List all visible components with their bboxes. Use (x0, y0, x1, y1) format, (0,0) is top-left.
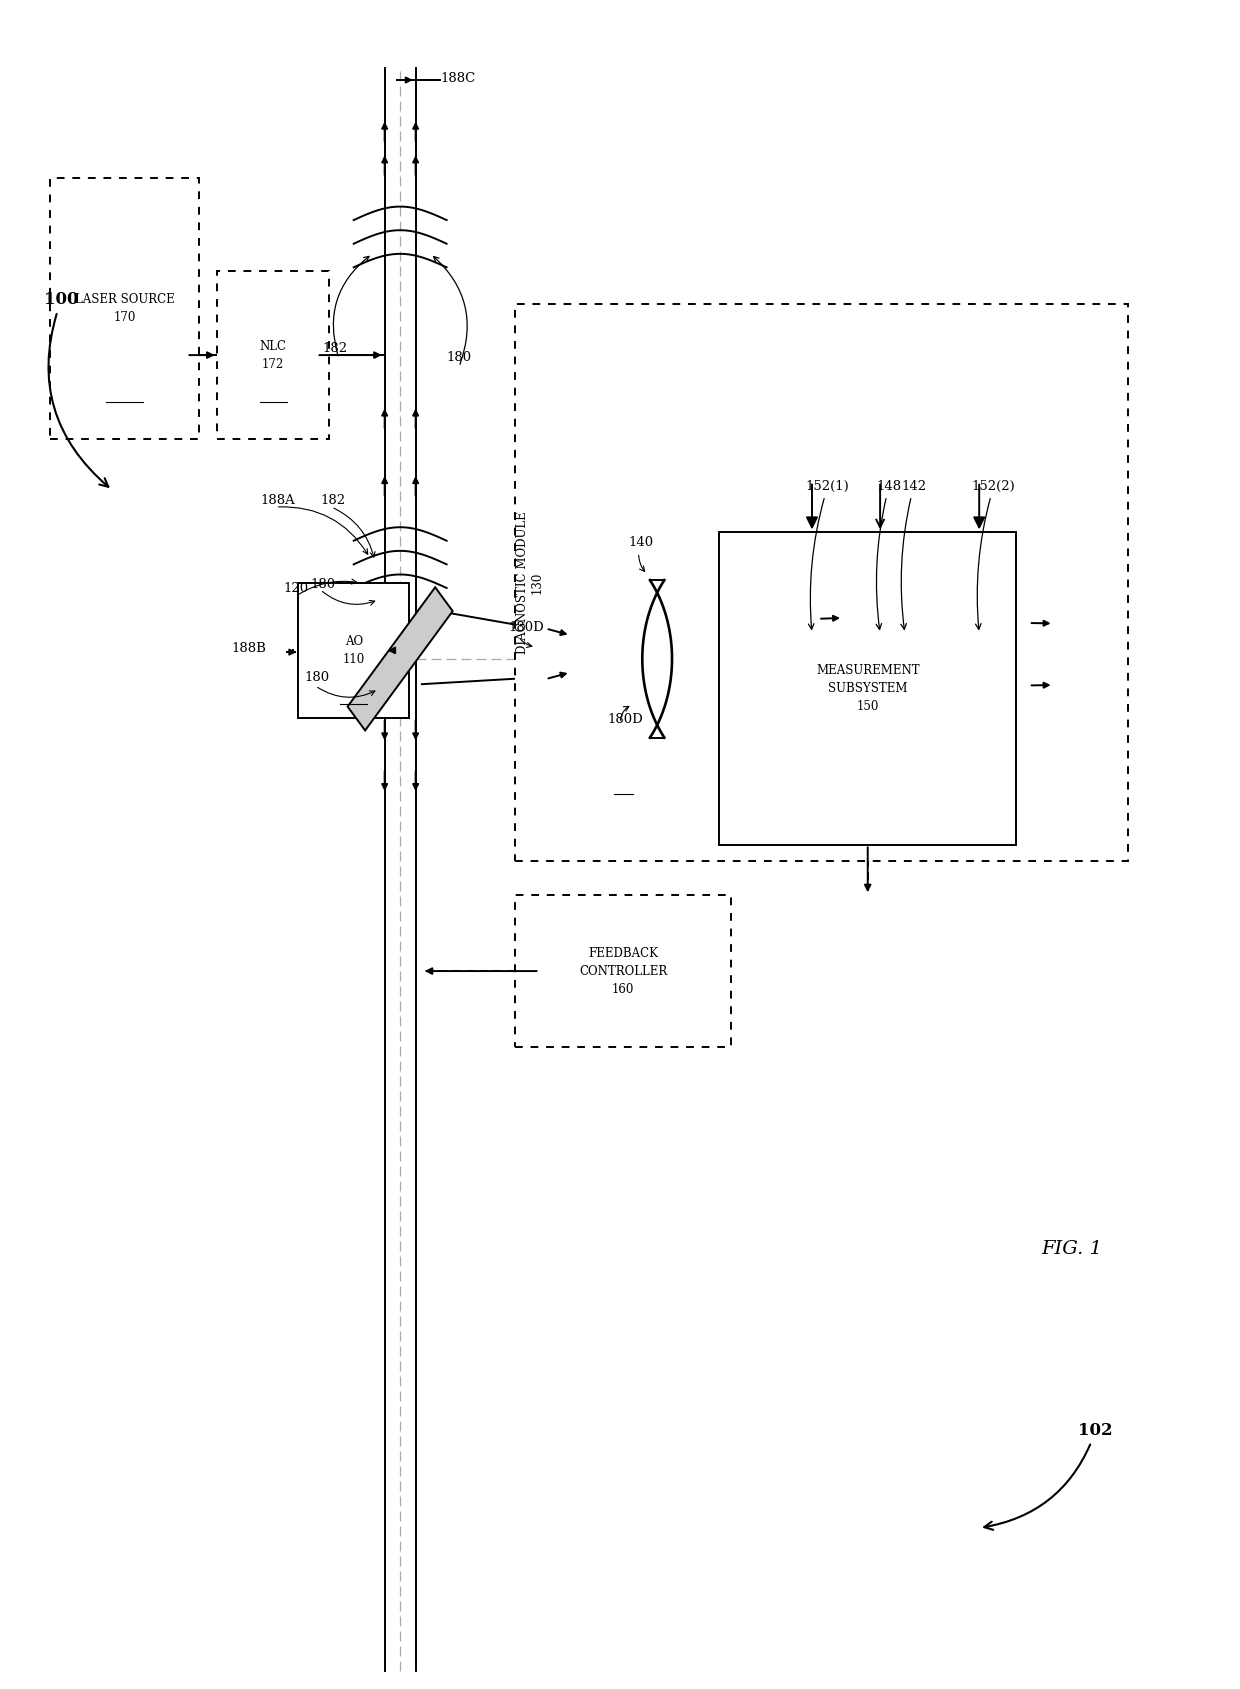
Text: LASER SOURCE
170: LASER SOURCE 170 (74, 294, 175, 324)
Text: 148: 148 (877, 480, 901, 630)
Text: 180D: 180D (608, 713, 644, 726)
FancyBboxPatch shape (217, 270, 329, 439)
Text: DIAGNOSTIC MODULE
130: DIAGNOSTIC MODULE 130 (516, 512, 543, 654)
Text: 182: 182 (320, 493, 346, 507)
Text: 188B: 188B (231, 642, 265, 655)
FancyBboxPatch shape (51, 177, 198, 439)
FancyBboxPatch shape (719, 532, 1017, 844)
Text: 152(1): 152(1) (806, 480, 849, 630)
Polygon shape (347, 588, 453, 730)
Text: 142: 142 (900, 480, 926, 630)
Text: 180D: 180D (508, 620, 544, 633)
Text: 188A: 188A (260, 493, 295, 507)
Text: 152(2): 152(2) (972, 480, 1016, 630)
Text: 140: 140 (629, 535, 653, 549)
Text: FIG. 1: FIG. 1 (1042, 1240, 1102, 1258)
Text: AO
110: AO 110 (342, 635, 365, 665)
Text: 102: 102 (985, 1422, 1114, 1530)
FancyBboxPatch shape (298, 583, 409, 718)
Text: 100: 100 (45, 292, 108, 486)
Text: FEEDBACK
CONTROLLER
160: FEEDBACK CONTROLLER 160 (579, 946, 667, 995)
Text: 188C: 188C (440, 73, 476, 84)
Text: 180: 180 (446, 351, 471, 363)
Text: 120: 120 (283, 581, 309, 595)
Text: 180: 180 (304, 671, 330, 684)
Text: MEASUREMENT
SUBSYSTEM
150: MEASUREMENT SUBSYSTEM 150 (816, 664, 920, 713)
FancyBboxPatch shape (515, 895, 732, 1047)
Text: NLC
172: NLC 172 (259, 339, 286, 370)
Text: 180: 180 (310, 578, 336, 591)
Text: 182: 182 (322, 343, 348, 355)
FancyBboxPatch shape (515, 304, 1128, 861)
